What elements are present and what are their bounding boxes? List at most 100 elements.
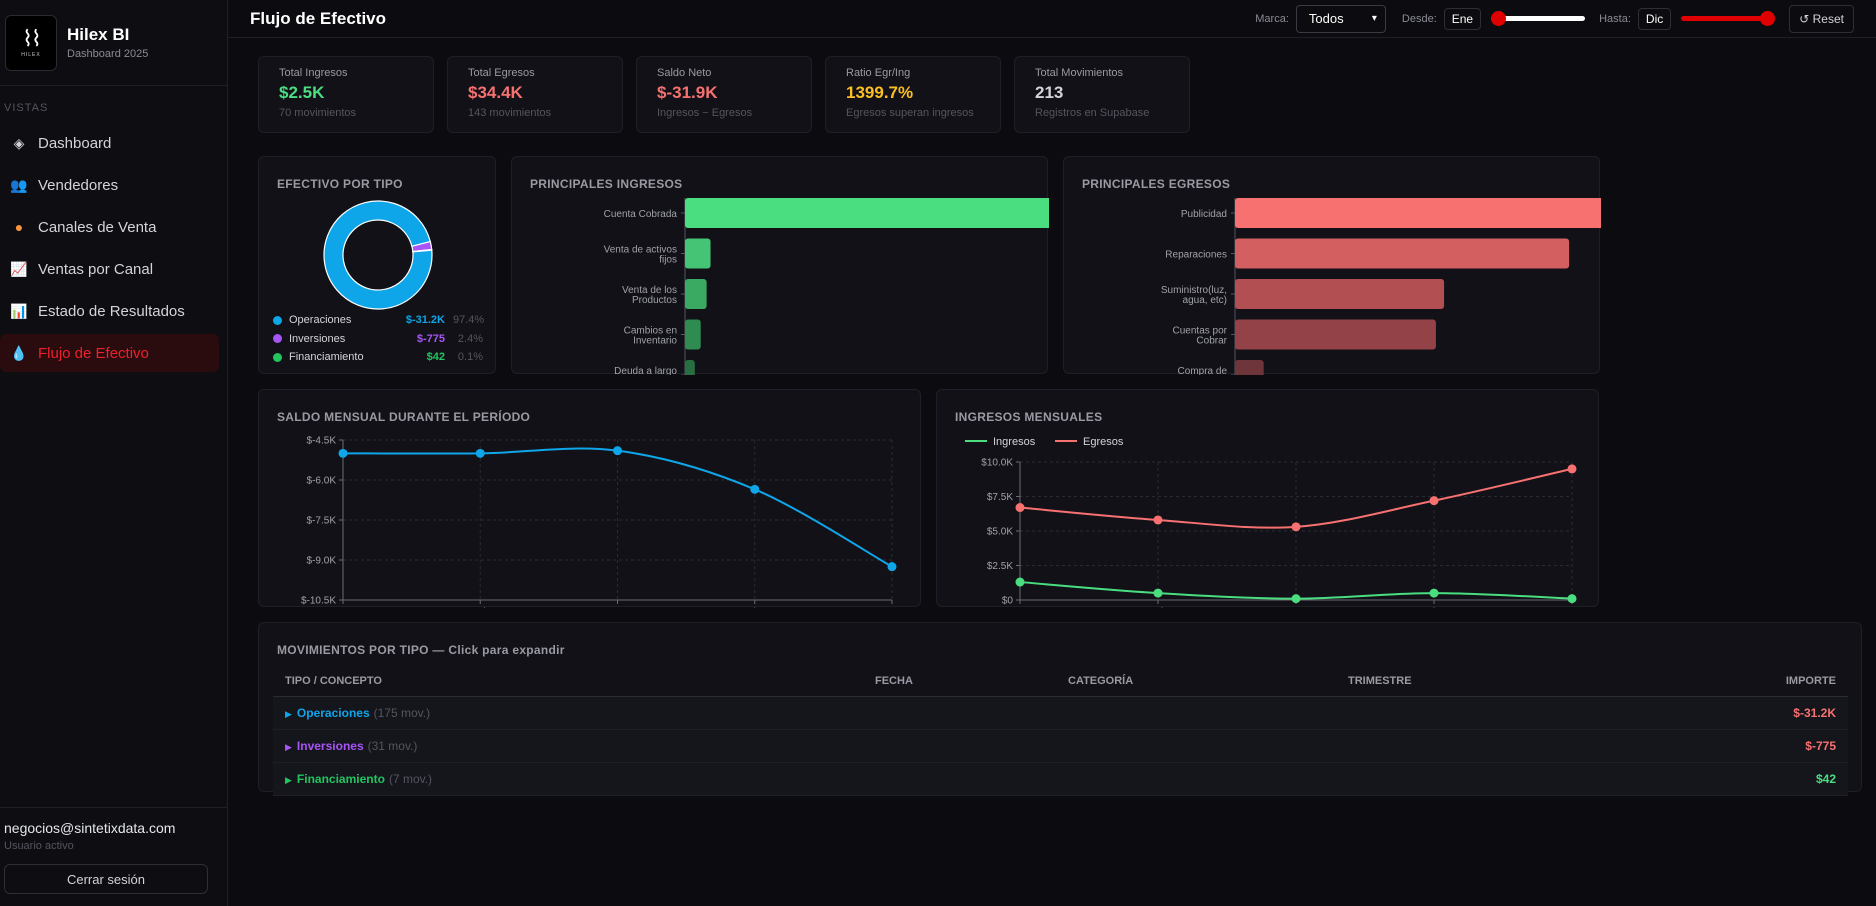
bar[interactable]	[1235, 319, 1436, 350]
bar[interactable]	[1235, 238, 1570, 269]
sidebar-item-dashboard[interactable]: ◈ Dashboard	[0, 124, 219, 162]
data-point[interactable]	[887, 562, 897, 572]
row-amount: $-775	[1651, 729, 1848, 763]
bar-label: Productos	[632, 295, 677, 306]
sidebar-item-estado-de-resultados[interactable]: 📊 Estado de Resultados	[0, 292, 219, 330]
marca-select-value: Todos	[1308, 11, 1344, 26]
sidebar-item-canales-de-venta[interactable]: ● Canales de Venta	[0, 208, 219, 246]
marca-select[interactable]: Todos ▾	[1295, 4, 1386, 33]
movimientos-table: TIPO / CONCEPTO FECHA CATEGORÍA TRIMESTRE IM…	[273, 666, 1848, 796]
legend-pct: 97.4%	[453, 314, 485, 327]
data-point[interactable]	[1153, 515, 1163, 525]
bar[interactable]	[685, 279, 707, 309]
sidebar-footer: negocios@sintetixdata.com Usuario activo…	[0, 807, 227, 906]
desde-slider[interactable]	[1491, 9, 1586, 29]
page-title: Flujo de Efectivo	[250, 8, 387, 28]
data-point[interactable]	[338, 448, 348, 458]
legend-label: Egresos	[1083, 436, 1124, 448]
y-tick-label: $5.0K	[987, 527, 1013, 538]
data-point[interactable]	[613, 446, 622, 456]
x-tick-label: Mar	[1287, 607, 1305, 608]
bar[interactable]	[685, 319, 701, 350]
row-tipo-cell: ▶ Operaciones (175 mov.)	[273, 696, 863, 730]
kpi-value: $34.4K	[468, 83, 523, 102]
table-row[interactable]: ▶ Financiamiento (7 mov.) $42	[273, 762, 1848, 796]
row-empty-cell	[1056, 762, 1336, 796]
column-header: TIPO / CONCEPTO	[273, 666, 863, 697]
bar[interactable]	[1235, 279, 1445, 309]
data-point[interactable]	[1153, 588, 1163, 598]
x-tick-label: Ene	[334, 607, 352, 608]
y-tick-label: $0	[1002, 596, 1014, 607]
bar[interactable]	[685, 238, 711, 269]
data-point[interactable]	[1015, 503, 1025, 513]
data-point[interactable]	[1567, 594, 1577, 604]
principales-egresos-chart: Publicidad Reparaciones Suministro(luz,agu…	[1161, 198, 1601, 375]
desde-slider-track	[1491, 15, 1586, 21]
hasta-slider-track	[1681, 15, 1776, 21]
x-tick-label: Feb	[472, 607, 490, 608]
data-point[interactable]	[1567, 464, 1577, 474]
row-tipo-cell: ▶ Financiamiento (7 mov.)	[273, 762, 863, 796]
bar-label: Cuentas por	[1173, 326, 1228, 337]
column-header: TRIMESTRE	[1336, 666, 1651, 697]
donut-slice-financiamiento[interactable]	[412, 248, 433, 253]
hasta-slider[interactable]	[1681, 9, 1776, 29]
donut-chart	[323, 200, 433, 310]
bar-label: Venta de los	[622, 285, 677, 296]
x-tick-label: Ene	[1011, 607, 1029, 608]
data-point[interactable]	[1291, 522, 1301, 532]
row-name: Operaciones	[296, 705, 370, 720]
logo-mark-icon: ⌇⌇	[22, 27, 42, 52]
principales-egresos-title: PRINCIPALES EGRESOS	[1082, 177, 1231, 191]
y-tick-label: $7.5K	[987, 492, 1013, 503]
kpi-label: Saldo Neto	[657, 67, 712, 79]
bar[interactable]	[685, 198, 1049, 228]
desde-value: Ene	[1443, 7, 1482, 30]
y-tick-label: $-9.0K	[307, 556, 337, 567]
saldo-mensual-title: SALDO MENSUAL DURANTE EL PERÍODO	[277, 410, 531, 424]
sidebar-item-label: Dashboard	[38, 134, 112, 152]
data-point[interactable]	[1429, 588, 1439, 598]
sidebar: ⌇⌇ HILEX Hilex BI Dashboard 2025 VISTAS …	[0, 0, 228, 906]
user-email: negocios@sintetixdata.com	[4, 820, 176, 836]
desde-slider-thumb[interactable]	[1491, 10, 1507, 26]
table-row[interactable]: ▶ Inversiones (31 mov.) $-775	[273, 729, 1848, 763]
reset-button[interactable]: ↺ Reset	[1789, 4, 1854, 33]
kpi-label: Total Ingresos	[279, 67, 348, 79]
expand-triangle-icon[interactable]: ▶	[285, 774, 292, 785]
sidebar-item-vendedores[interactable]: 👥 Vendedores	[0, 166, 219, 204]
data-point[interactable]	[1015, 577, 1025, 587]
donut-slice-operaciones[interactable]	[323, 200, 433, 310]
x-tick-label: Abr	[1426, 607, 1442, 608]
legend-value: $42	[426, 351, 445, 364]
donut-legend-item: Operaciones $-31.2K 97.4%	[273, 311, 485, 330]
y-tick-label: $-10.5K	[301, 596, 336, 607]
logout-button[interactable]: Cerrar sesión	[4, 864, 208, 894]
hasta-slider-thumb[interactable]	[1760, 10, 1776, 26]
legend-name: Inversiones	[289, 332, 346, 345]
expand-triangle-icon[interactable]: ▶	[285, 741, 292, 752]
efectivo-por-tipo-title: EFECTIVO POR TIPO	[277, 177, 403, 191]
data-point[interactable]	[1291, 594, 1301, 604]
bar-chart-icon: 📊	[10, 302, 28, 319]
x-tick-label: Mar	[609, 607, 627, 608]
sidebar-item-flujo-de-efectivo[interactable]: 💧 Flujo de Efectivo	[0, 334, 219, 372]
bar[interactable]	[685, 360, 695, 375]
bar[interactable]	[1235, 198, 1601, 228]
expand-triangle-icon[interactable]: ▶	[285, 708, 292, 719]
data-point[interactable]	[1429, 496, 1439, 506]
data-point[interactable]	[475, 448, 485, 458]
sidebar-item-label: Ventas por Canal	[38, 260, 154, 278]
brand-subtitle: Dashboard 2025	[67, 48, 149, 60]
sidebar-item-label: Canales de Venta	[38, 218, 157, 236]
bar[interactable]	[1235, 360, 1264, 375]
data-point[interactable]	[750, 484, 760, 494]
ingresos-mensuales-card: INGRESOS MENSUALES $0 $2.5K $5.0K $7.5K $10.…	[936, 389, 1599, 608]
donut-legend-item: Financiamiento $42 0.1%	[273, 348, 483, 367]
table-header-row: TIPO / CONCEPTO FECHA CATEGORÍA TRIMESTRE IM…	[273, 666, 1848, 697]
globe-icon: ●	[14, 219, 24, 235]
sidebar-item-ventas-por-canal[interactable]: 📈 Ventas por Canal	[0, 250, 219, 288]
filters: Marca: Todos ▾ Desde: Ene Hasta: Dic ↺ R…	[1239, 4, 1854, 33]
table-row[interactable]: ▶ Operaciones (175 mov.) $-31.2K	[273, 696, 1848, 730]
